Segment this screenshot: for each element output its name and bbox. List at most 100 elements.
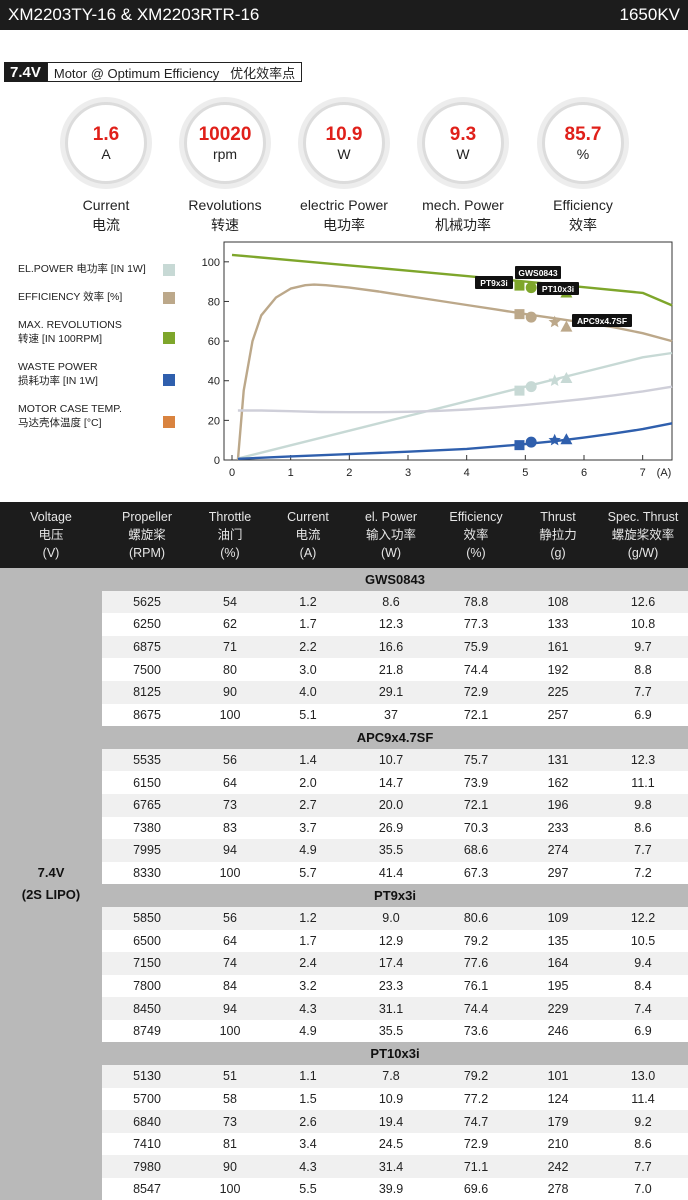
marker-gws0843: [525, 311, 537, 323]
table-row: 7995 94 4.9 35.5 68.6 274 7.7: [0, 839, 688, 862]
y-tick-label: 100: [202, 257, 220, 269]
propeller-group-label: APC9x4.7SF: [102, 726, 688, 749]
table-cell: 196: [518, 793, 598, 817]
table-cell: 78.8: [434, 590, 518, 614]
stats-row: 1.6 A Current 电流 10020 rpm Revolutions 转速 …: [0, 98, 688, 233]
table-cell: 3.4: [268, 1132, 348, 1156]
group-header-row: PT10x3i: [0, 1042, 688, 1066]
marker-gws0843: [525, 436, 537, 448]
table-cell: 56: [192, 748, 268, 772]
table-cell: 4.9: [268, 1019, 348, 1043]
table-cell: 3.2: [268, 974, 348, 998]
table-cell: 80: [192, 658, 268, 681]
table-cell: 100: [192, 1178, 268, 1200]
marker-gws0843: [525, 381, 537, 393]
series-line-waste-power: [237, 422, 673, 460]
table-row: 5700 58 1.5 10.9 77.2 124 11.4: [0, 1087, 688, 1111]
table-cell: 297: [518, 861, 598, 885]
table-row: 6150 64 2.0 14.7 73.9 162 11.1: [0, 771, 688, 794]
table-cell: 1.4: [268, 748, 348, 772]
data-label: PT10x3i: [542, 284, 574, 294]
table-cell: 39.9: [348, 1178, 434, 1200]
column-header-line: (W): [380, 546, 402, 560]
table-cell: 64: [192, 929, 268, 953]
table-cell: 76.1: [434, 974, 518, 998]
column-header-line: 静拉力: [539, 528, 577, 542]
x-tick-label: 0: [229, 467, 235, 479]
table-row: 7410 81 3.4 24.5 72.9 210 8.6: [0, 1132, 688, 1156]
table-cell: 31.1: [348, 997, 434, 1020]
table-cell: 8.6: [598, 1132, 688, 1156]
stat-unit: W: [337, 145, 351, 162]
stat-value: 1.6: [92, 123, 120, 145]
column-header-line: Propeller: [121, 510, 173, 524]
column-header: Thrust 静拉力 (g): [518, 502, 598, 568]
column-header-line: (V): [42, 546, 60, 560]
table-cell: 5.1: [268, 703, 348, 727]
column-header-line: (g/W): [627, 546, 659, 560]
table-cell: 72.9: [434, 1132, 518, 1156]
table-cell: 2.2: [268, 635, 348, 659]
column-header-line: Spec. Thrust: [607, 510, 679, 524]
table-cell: 10.7: [348, 748, 434, 772]
legend-swatch: [163, 292, 175, 304]
stat-label-cn: 电功率: [323, 217, 365, 233]
table-cell: 10.5: [598, 929, 688, 953]
table-cell: 6840: [102, 1110, 192, 1133]
table-cell: 7.0: [598, 1178, 688, 1200]
table-cell: 100: [192, 1019, 268, 1043]
table-row: 8547 100 5.5 39.9 69.6 278 7.0: [0, 1178, 688, 1200]
data-label-box: [515, 266, 561, 279]
table-cell: 8675: [102, 703, 192, 727]
column-header: Voltage 电压 (V): [0, 502, 102, 568]
table-cell: 179: [518, 1110, 598, 1133]
stat-unit: W: [456, 145, 470, 162]
table-row: 5535 56 1.4 10.7 75.7 131 12.3: [0, 748, 688, 772]
table-cell: 2.0: [268, 771, 348, 794]
stat-circle: 85.7 %: [542, 102, 624, 184]
legend-swatch: [163, 332, 175, 344]
table-row: 8675 100 5.1 37 72.1 257 6.9: [0, 703, 688, 727]
column-header: Current 电流 (A): [268, 502, 348, 568]
table-cell: 2.4: [268, 952, 348, 975]
table-cell: 7500: [102, 658, 192, 681]
data-label: GWS0843: [518, 268, 557, 278]
marker-apc9x47sf: [560, 371, 573, 383]
table-cell: 4.9: [268, 839, 348, 862]
column-header: el. Power 输入功率 (W): [348, 502, 434, 568]
kv-rating: 1650KV: [619, 5, 681, 24]
table-cell: 71.1: [434, 1155, 518, 1179]
table-cell: 8330: [102, 861, 192, 885]
table-cell: 6765: [102, 793, 192, 817]
column-header-line: (%): [466, 546, 486, 560]
table-cell: 278: [518, 1178, 598, 1200]
column-header-line: el. Power: [364, 510, 418, 524]
marker-pt10x3i: [548, 315, 561, 328]
column-header: Efficiency 效率 (%): [434, 502, 518, 568]
y-tick-label: 0: [214, 455, 220, 467]
table-cell: 56: [192, 906, 268, 930]
table-cell: 23.3: [348, 974, 434, 998]
table-cell: 135: [518, 929, 598, 953]
table-cell: 68.6: [434, 839, 518, 862]
table-row: 6840 73 2.6 19.4 74.7 179 9.2: [0, 1110, 688, 1133]
table-cell: 67.3: [434, 861, 518, 885]
table-cell: 6500: [102, 929, 192, 953]
table-cell: 1.2: [268, 590, 348, 614]
table-row: 6765 73 2.7 20.0 72.1 196 9.8: [0, 793, 688, 817]
table-cell: 72.9: [434, 680, 518, 704]
table-cell: 131: [518, 748, 598, 772]
table-cell: 7380: [102, 816, 192, 840]
voltage-tag: 7.4V: [4, 62, 47, 82]
table-cell: 11.4: [598, 1087, 688, 1111]
table-cell: 79.2: [434, 1065, 518, 1088]
table-cell: 108: [518, 590, 598, 614]
table-cell: 75.9: [434, 635, 518, 659]
table-cell: 70.3: [434, 816, 518, 840]
table-cell: 8.6: [348, 590, 434, 614]
table-cell: 8547: [102, 1178, 192, 1200]
table-cell: 51: [192, 1065, 268, 1088]
stat-label-en: Revolutions: [188, 197, 262, 213]
table-row: 5850 56 1.2 9.0 80.6 109 12.2: [0, 906, 688, 930]
marker-apc9x47sf: [560, 320, 573, 332]
